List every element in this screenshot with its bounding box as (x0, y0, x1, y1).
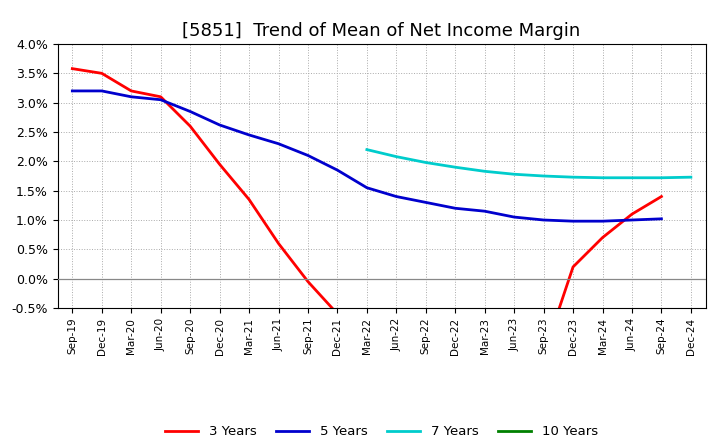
Title: [5851]  Trend of Mean of Net Income Margin: [5851] Trend of Mean of Net Income Margi… (182, 22, 581, 40)
Legend: 3 Years, 5 Years, 7 Years, 10 Years: 3 Years, 5 Years, 7 Years, 10 Years (165, 425, 598, 439)
